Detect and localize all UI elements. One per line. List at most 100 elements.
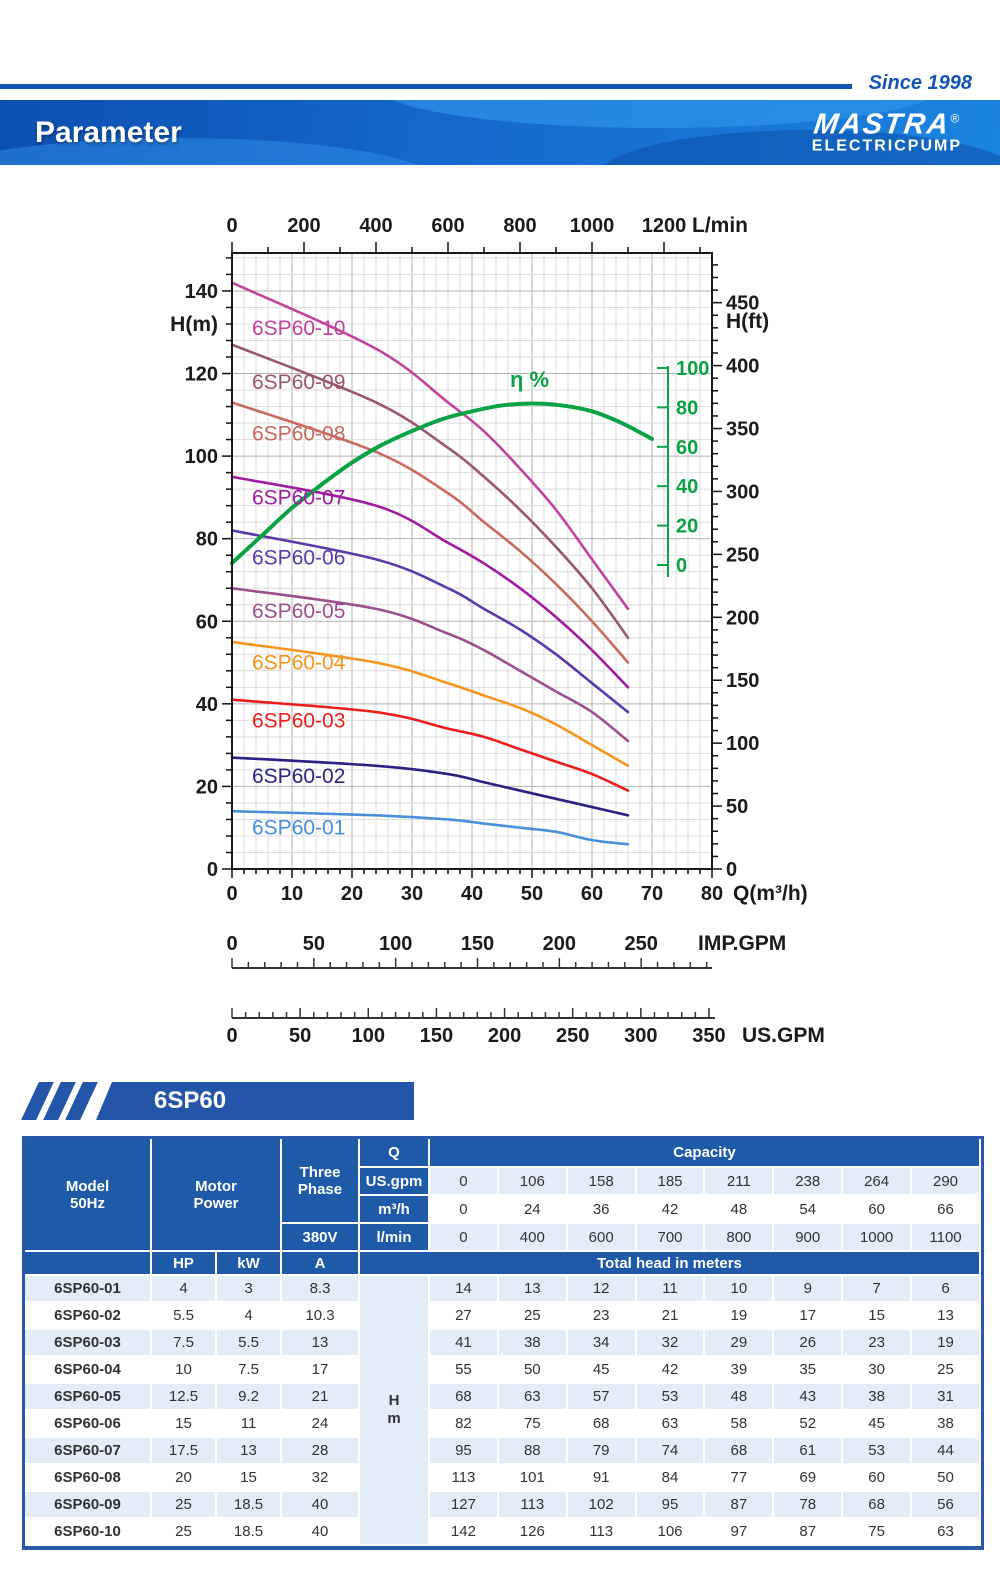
total-head-header: Total head in meters (359, 1251, 981, 1276)
pump-curve-6SP60-06 (230, 529, 630, 714)
table-cell: 58 (704, 1410, 775, 1438)
left-axis-label: 0 (207, 859, 218, 881)
voltage-header: 380V (281, 1223, 361, 1252)
table-cell: 11 (635, 1275, 706, 1303)
table-cell: 77 (704, 1464, 775, 1492)
table-cell: 5.5 (151, 1302, 217, 1330)
us-label: 100 (352, 1025, 385, 1047)
table-cell: 113 (566, 1518, 637, 1546)
left-axis-label: 140 (185, 281, 218, 303)
model-badge-label: 6SP60 (96, 1082, 414, 1120)
table-cell: 13 (281, 1329, 361, 1357)
table-cell: 17 (773, 1302, 844, 1330)
table-cell: 10.3 (281, 1302, 361, 1330)
table-cell: 38 (842, 1383, 913, 1411)
table-cell: 14 (429, 1275, 499, 1303)
table-cell: 31 (911, 1383, 981, 1411)
table-cell: 126 (497, 1518, 568, 1546)
capacity-cell: 66 (911, 1195, 981, 1224)
top-axis-label: 1200 (642, 215, 687, 237)
capacity-cell: 158 (566, 1167, 637, 1196)
header-rule (0, 84, 852, 89)
right-axis-label: 450 (726, 293, 759, 315)
table-cell: 21 (635, 1302, 706, 1330)
table-cell: 6SP60-06 (25, 1410, 152, 1438)
motor-power-header: Motor Power (151, 1139, 283, 1252)
table-cell: 95 (635, 1491, 706, 1519)
us-unit: US.GPM (742, 1024, 825, 1047)
us-label: 350 (692, 1025, 725, 1047)
pump-curve-6SP60-01 (230, 809, 630, 846)
capacity-cell: 60 (842, 1195, 913, 1224)
curve-label-6SP60-09: 6SP60-09 (252, 371, 345, 394)
left-axis-label: 20 (196, 776, 218, 798)
model-header-line2: 50Hz (69, 1194, 106, 1212)
table-cell: 7 (842, 1275, 913, 1303)
unit-label: m³/h (359, 1195, 431, 1224)
capacity-cell: 700 (635, 1223, 706, 1252)
table-cell: 69 (773, 1464, 844, 1492)
table-cell: 9.2 (216, 1383, 283, 1411)
table-cell: 48 (704, 1383, 775, 1411)
model-header-line1: Model (65, 1177, 110, 1195)
right-axis-unit: H(ft) (726, 310, 769, 333)
table-cell: 78 (773, 1491, 844, 1519)
blank-header (25, 1251, 152, 1276)
curve-label-6SP60-05: 6SP60-05 (252, 600, 345, 623)
right-axis-label: 400 (726, 356, 759, 378)
unit-label: l/min (359, 1223, 431, 1252)
table-cell: 38 (911, 1410, 981, 1438)
table-cell: 82 (429, 1410, 499, 1438)
table-cell: 142 (429, 1518, 499, 1546)
table-cell: 43 (773, 1383, 844, 1411)
curve-label-6SP60-07: 6SP60-07 (252, 486, 345, 509)
unit-label: US.gpm (359, 1167, 431, 1196)
table-cell: 39 (704, 1356, 775, 1384)
capacity-cell: 238 (773, 1167, 844, 1196)
table-cell: 13 (497, 1275, 568, 1303)
table-row: 6SP60-02 5.5 4 10.3 27 25 23 21 19 17 15 13 (25, 1302, 981, 1330)
imp-label: 150 (461, 933, 494, 955)
registered-mark-icon: ® (950, 111, 960, 125)
table-cell: 9 (773, 1275, 844, 1303)
table-cell: 26 (773, 1329, 844, 1357)
top-axis-label: 1000 (570, 215, 615, 237)
right-axis-label: 350 (726, 419, 759, 441)
table-cell: 7.5 (216, 1356, 283, 1384)
table-cell: 25 (911, 1356, 981, 1384)
table-cell: 12.5 (151, 1383, 217, 1411)
table-cell: 29 (704, 1329, 775, 1357)
left-axis-label: 120 (185, 364, 218, 386)
bottom-axis-label: 30 (401, 883, 423, 905)
pump-curve-6SP60-03 (230, 698, 630, 792)
capacity-cell: 800 (704, 1223, 775, 1252)
title-banner: Parameter MASTRA® ELECTRICPUMP (0, 100, 1000, 165)
capacity-cell: 36 (566, 1195, 637, 1224)
capacity-cell: 290 (911, 1167, 981, 1196)
capacity-cell: 600 (566, 1223, 637, 1252)
table-cell: 68 (429, 1383, 499, 1411)
table-cell: 15 (842, 1302, 913, 1330)
table-row: 6SP60-07 17.5 13 28 95 88 79 74 68 61 53 44 (25, 1437, 981, 1465)
table-cell: 63 (911, 1518, 981, 1546)
table-cell: 7.5 (151, 1329, 217, 1357)
eta-axis-label: 60 (676, 437, 698, 459)
pump-curve-6SP60-07 (230, 475, 630, 689)
bottom-axis-label: 0 (226, 883, 237, 905)
table-cell: 42 (635, 1356, 706, 1384)
right-axis-label: 50 (726, 796, 748, 818)
capacity-cell: 1100 (911, 1223, 981, 1252)
table-cell: 6SP60-09 (25, 1491, 152, 1519)
imp-label: 100 (379, 933, 412, 955)
imp-label: 200 (543, 933, 576, 955)
motor-header-line2: Power (193, 1194, 239, 1212)
three-phase-line1: Three (299, 1163, 341, 1181)
capacity-row: US.gpm 0 106 158 185 211 238 264 290 (25, 1167, 981, 1196)
brand-subtitle: ELECTRICPUMP (811, 137, 962, 154)
table-cell: 88 (497, 1437, 568, 1465)
three-phase-header: Three Phase (281, 1139, 361, 1224)
right-axis-label: 150 (726, 670, 759, 692)
table-cell: 113 (497, 1491, 568, 1519)
